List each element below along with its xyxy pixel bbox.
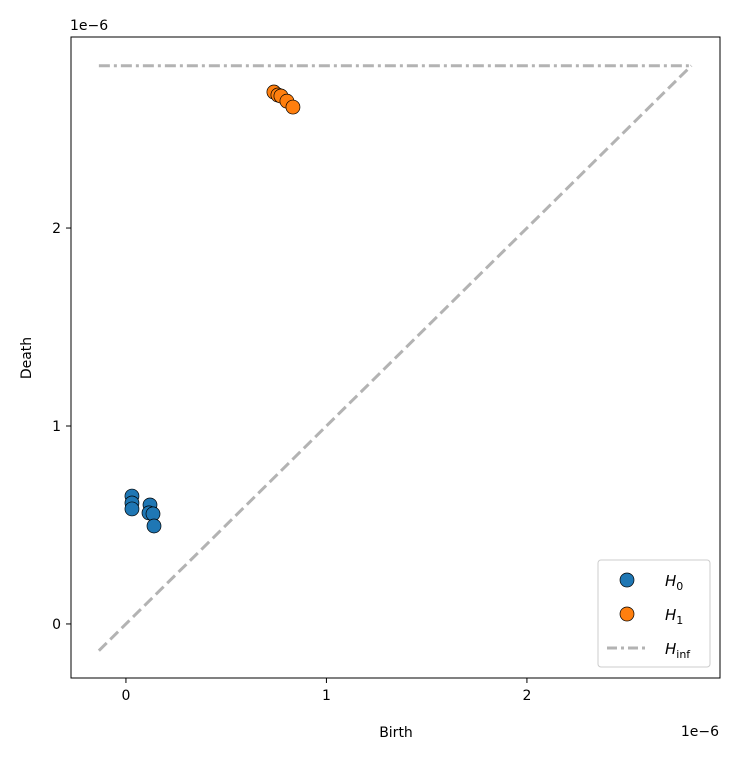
x-tick-label: 1 — [322, 688, 331, 704]
h0-point — [124, 501, 140, 517]
y-axis-label: Death — [19, 337, 35, 379]
y-tick-label: 1 — [52, 419, 61, 435]
x-offset-label: 1e−6 — [681, 724, 719, 740]
h1-point — [285, 99, 301, 115]
y-tick-label: 2 — [52, 221, 61, 237]
legend-label-hinf: Hinf — [665, 640, 691, 661]
legend-label-h0: H0 — [665, 572, 683, 593]
legend: H0 H1 Hinf — [597, 559, 711, 668]
x-tick-label: 2 — [522, 688, 531, 704]
y-offset-label: 1e−6 — [70, 18, 108, 34]
legend-marker-h0 — [619, 572, 635, 588]
x-axis-label: Birth — [379, 725, 413, 741]
legend-label-h1: H1 — [665, 606, 683, 627]
diagonal-line — [97, 64, 693, 652]
legend-marker-h1 — [619, 606, 635, 622]
plot-frame — [70, 36, 721, 679]
h0-point — [146, 518, 162, 534]
y-tick-label: 0 — [52, 617, 61, 633]
x-tick-label: 0 — [121, 688, 130, 704]
